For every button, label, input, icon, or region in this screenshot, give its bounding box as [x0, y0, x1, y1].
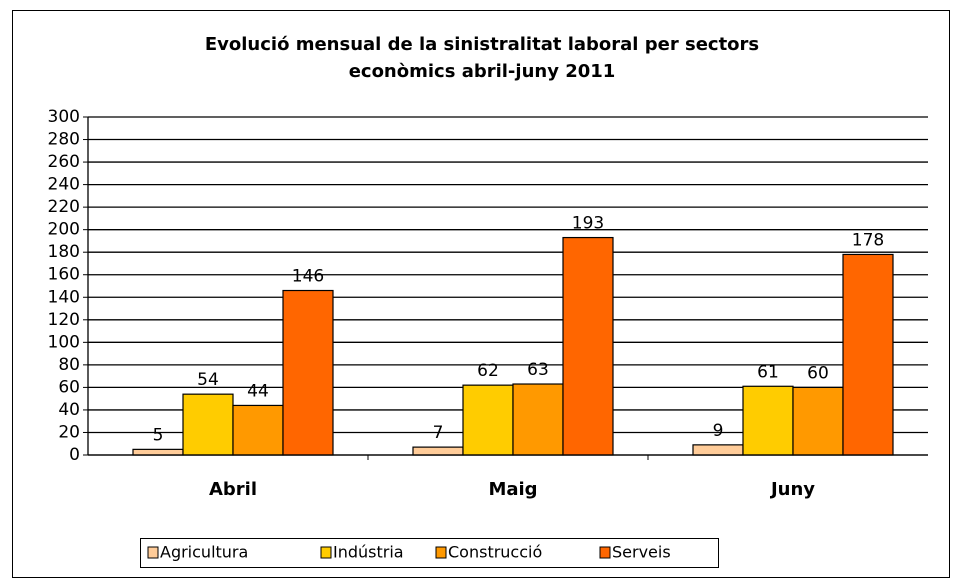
bar — [512, 383, 564, 456]
legend-box — [140, 538, 719, 568]
x-tick-label: Abril — [209, 479, 257, 500]
x-tick-label: Maig — [488, 479, 537, 500]
bar — [792, 386, 844, 456]
y-tick-label: 20 — [58, 422, 80, 442]
bar — [232, 404, 284, 456]
y-tick-label: 240 — [48, 175, 80, 195]
data-label: 54 — [197, 370, 219, 390]
y-tick-label: 200 — [48, 220, 80, 240]
bar — [412, 446, 464, 456]
y-tick-label: 60 — [58, 377, 80, 397]
y-tick-label: 140 — [48, 287, 80, 307]
legend-label: Construcció — [448, 543, 542, 562]
y-tick-label: 120 — [48, 310, 80, 330]
x-tick-label: Juny — [769, 479, 815, 500]
legend-label: Agricultura — [160, 543, 248, 562]
data-label: 61 — [757, 362, 779, 382]
chart-title: Evolució mensual de la sinistralitat lab… — [205, 34, 759, 55]
y-tick-label: 300 — [48, 107, 80, 127]
data-label: 7 — [433, 423, 444, 443]
legend-label: Indústria — [333, 543, 404, 562]
y-tick-label: 100 — [48, 332, 80, 352]
chart-title: econòmics abril-juny 2011 — [349, 61, 616, 82]
data-label: 62 — [477, 361, 499, 381]
legend-swatch — [435, 546, 447, 559]
y-tick-label: 180 — [48, 242, 80, 262]
data-label: 193 — [572, 214, 604, 234]
legend-swatch — [147, 546, 159, 559]
bar — [132, 448, 184, 456]
bar — [282, 289, 334, 456]
y-tick-label: 0 — [69, 445, 80, 465]
data-label: 9 — [713, 421, 724, 441]
data-label: 5 — [153, 425, 164, 445]
data-label: 146 — [292, 267, 324, 287]
chart-border — [12, 10, 950, 578]
y-tick-label: 220 — [48, 197, 80, 217]
bar — [462, 384, 514, 456]
legend-swatch — [599, 546, 611, 559]
y-tick-label: 280 — [48, 130, 80, 150]
y-tick-label: 40 — [58, 400, 80, 420]
bar — [562, 236, 614, 456]
data-label: 60 — [807, 363, 829, 383]
bar — [742, 385, 794, 456]
legend-swatch — [320, 546, 332, 559]
bar — [182, 393, 234, 456]
data-label: 178 — [852, 230, 884, 250]
bar — [692, 444, 744, 456]
legend-label: Serveis — [612, 543, 671, 562]
bar — [842, 253, 894, 456]
y-tick-label: 160 — [48, 265, 80, 285]
data-label: 44 — [247, 381, 269, 401]
y-tick-label: 260 — [48, 152, 80, 172]
y-tick-label: 80 — [58, 355, 80, 375]
data-label: 63 — [527, 360, 549, 380]
